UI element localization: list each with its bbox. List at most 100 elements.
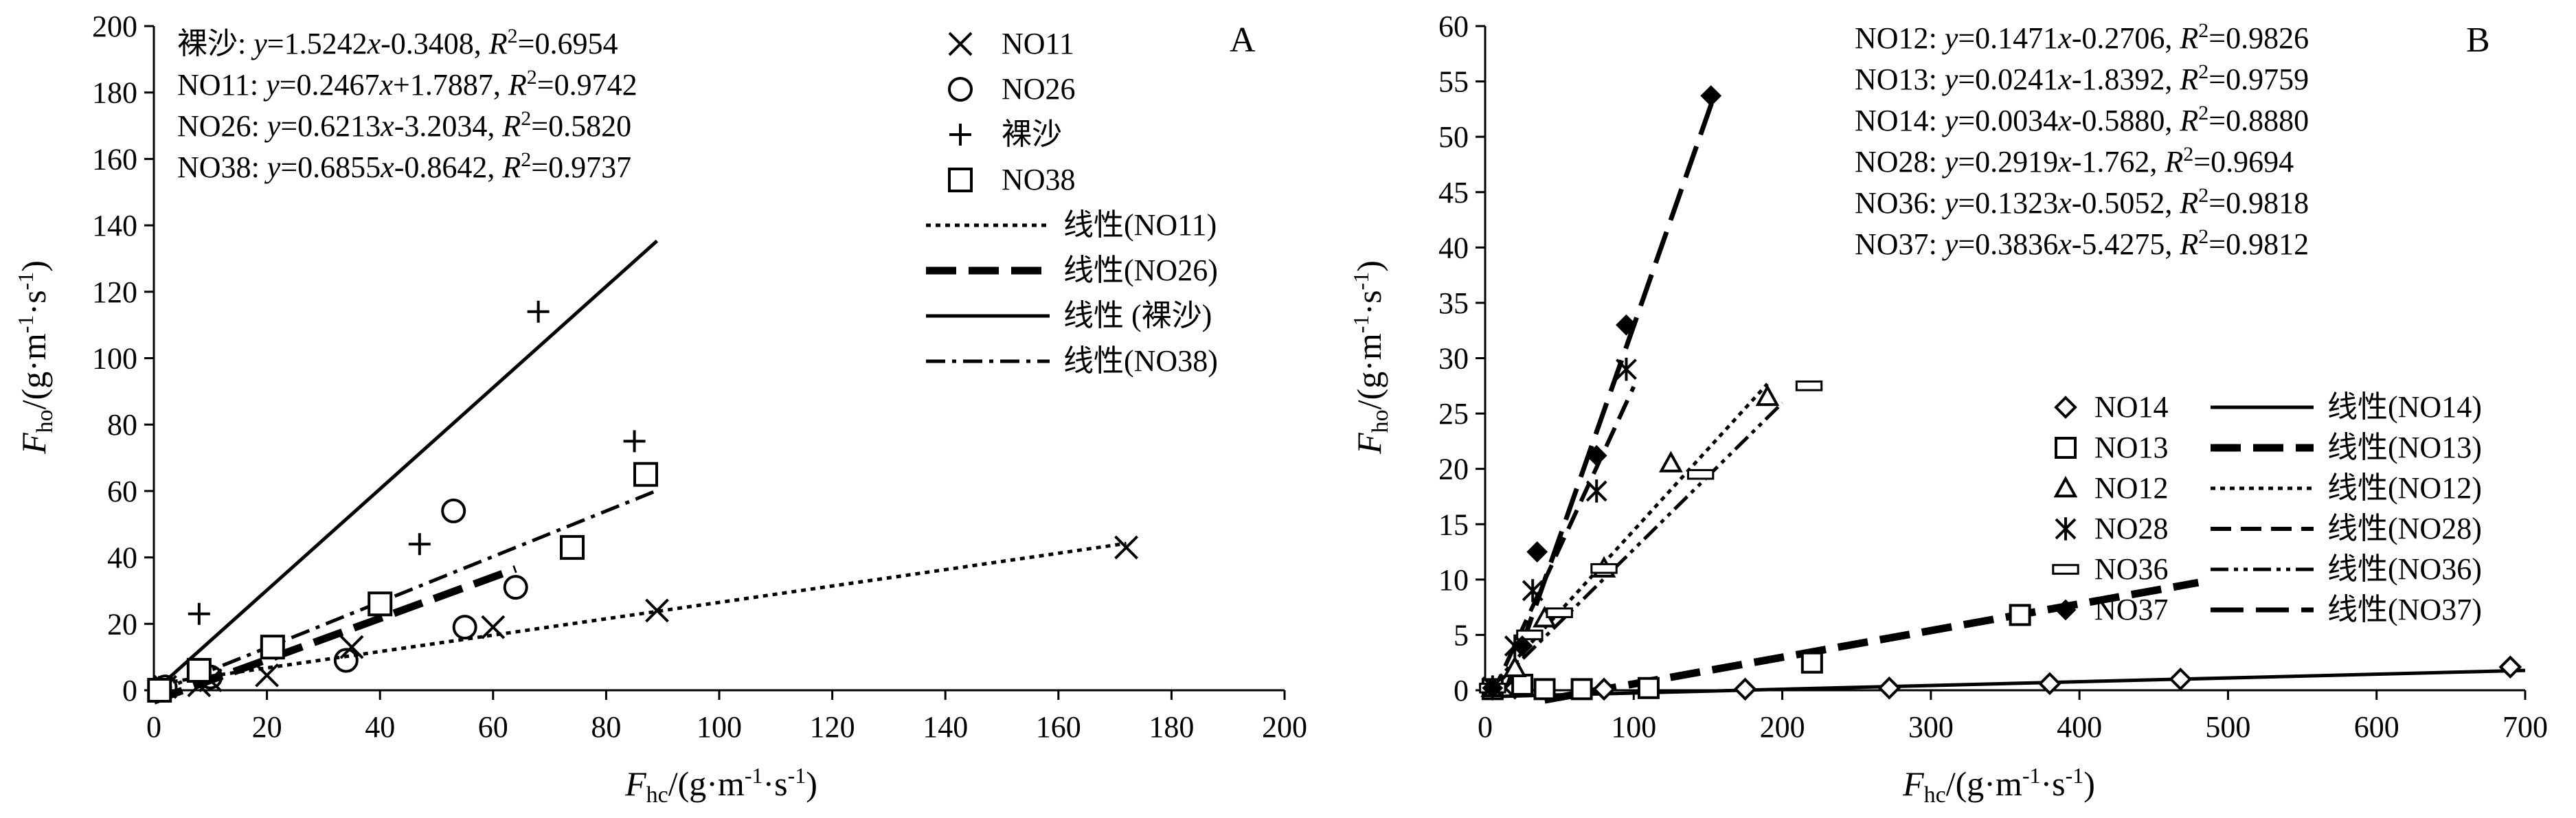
legend-label: NO14 xyxy=(2094,390,2169,424)
legend-label: 裸沙 xyxy=(1002,117,1062,151)
x-tick-label: 700 xyxy=(2502,710,2548,744)
data-point xyxy=(1686,468,1715,480)
legend-label: NO28 xyxy=(2094,512,2169,545)
equation-NO37: NO37: y=0.3836x-5.4275, R2=0.9812 xyxy=(1855,225,2309,261)
equation-NO36: NO36: y=0.1323x-0.5052, R2=0.9818 xyxy=(1855,184,2309,220)
data-point xyxy=(623,430,646,453)
x-tick-label: 500 xyxy=(2205,710,2250,744)
data-point xyxy=(260,635,285,660)
legend-label: 线性(NO28) xyxy=(2327,512,2482,545)
y-tick-label: 180 xyxy=(92,76,137,110)
data-point xyxy=(2498,655,2522,679)
legend-marker xyxy=(948,168,973,192)
series-裸沙 xyxy=(148,300,646,698)
data-point xyxy=(255,663,280,688)
data-point xyxy=(1637,677,1660,699)
legend-marker xyxy=(949,124,971,146)
legend-label: NO12 xyxy=(2094,471,2169,505)
data-point xyxy=(188,602,210,625)
x-tick-label: 100 xyxy=(697,710,742,744)
data-point xyxy=(408,533,431,556)
equation-NO26: NO26: y=0.6213x-3.2034, R2=0.5820 xyxy=(177,107,631,143)
legend-label: 线性(NO36) xyxy=(2327,552,2482,586)
data-point xyxy=(1658,451,1683,473)
data-point xyxy=(368,591,393,617)
legend-label: NO13 xyxy=(2094,431,2169,464)
x-tick-label: 600 xyxy=(2354,710,2399,744)
data-point xyxy=(633,462,659,487)
y-tick-label: 25 xyxy=(1438,397,1469,431)
trendline-0 xyxy=(153,541,1127,686)
y-axis-label: Fho/(g·m-1·s-1) xyxy=(1348,260,1393,455)
x-tick-label: 200 xyxy=(1262,710,1307,744)
x-tick-label: 180 xyxy=(1149,710,1194,744)
data-point xyxy=(452,615,477,640)
data-point xyxy=(1616,357,1637,381)
equation-NO12: NO12: y=0.1471x-0.2706, R2=0.9826 xyxy=(1855,19,2309,55)
y-tick-label: 200 xyxy=(92,10,137,43)
x-tick-label: 300 xyxy=(1908,710,1954,744)
legend-label: 线性(NO37) xyxy=(2327,593,2482,626)
legend-marker xyxy=(2055,437,2077,459)
legend-marker xyxy=(2055,599,2077,621)
y-tick-label: 120 xyxy=(92,275,137,309)
y-tick-label: 30 xyxy=(1438,342,1469,376)
data-point xyxy=(1522,579,1544,602)
x-tick-label: 400 xyxy=(2057,710,2102,744)
panel-label: B xyxy=(2466,21,2490,60)
data-point xyxy=(1795,380,1823,391)
y-tick-label: 60 xyxy=(1438,10,1469,43)
data-point xyxy=(527,300,550,323)
y-tick-label: 55 xyxy=(1438,65,1469,99)
trendline-2 xyxy=(152,239,659,693)
legend-label: NO11 xyxy=(1002,27,1074,60)
data-point xyxy=(1590,563,1618,574)
data-point xyxy=(1502,655,1527,677)
legend-marker xyxy=(948,77,973,102)
legend-label: 线性(NO14) xyxy=(2327,390,2482,424)
legend-label: NO36 xyxy=(2094,552,2169,586)
data-point xyxy=(1511,635,1533,657)
data-point xyxy=(1511,673,1534,696)
data-point xyxy=(186,657,212,683)
y-tick-label: 5 xyxy=(1454,618,1469,652)
y-axis-label: Fho/(g·m-1·s-1) xyxy=(13,260,58,455)
trendline-4 xyxy=(1491,401,1784,690)
y-tick-label: 15 xyxy=(1438,508,1469,541)
data-point xyxy=(1585,479,1607,503)
series-NO37 xyxy=(1482,85,1722,699)
legend-marker xyxy=(2053,475,2078,498)
x-tick-label: 60 xyxy=(478,710,508,744)
data-point xyxy=(1733,677,1757,701)
data-point xyxy=(1877,676,1901,700)
y-tick-label: 40 xyxy=(107,541,137,575)
legend: NO14 线性(NO14) NO13 线性(NO13) NO12 线性(NO12) NO28… xyxy=(2052,390,2482,626)
data-point xyxy=(333,648,359,673)
data-point xyxy=(1114,535,1138,560)
y-tick-label: 140 xyxy=(92,209,137,242)
legend-label: NO38 xyxy=(1002,163,1076,196)
equation-裸沙: 裸沙: y=1.5242x-0.3408, R2=0.6954 xyxy=(177,25,618,60)
data-point xyxy=(1700,85,1722,106)
legend-label: 线性(NO13) xyxy=(2327,431,2482,464)
x-tick-label: 40 xyxy=(365,710,395,744)
x-tick-label: 80 xyxy=(591,710,621,744)
data-point xyxy=(1755,384,1780,407)
x-tick-label: 120 xyxy=(810,710,855,744)
data-point xyxy=(1570,678,1593,701)
equation-NO13: NO13: y=0.0241x-1.8392, R2=0.9759 xyxy=(1855,60,2309,96)
legend-label: 线性(NO12) xyxy=(2327,471,2482,505)
legend-marker xyxy=(2052,564,2079,575)
legend-label: 线性(NO38) xyxy=(1063,344,1218,378)
equation-NO11: NO11: y=0.2467x+1.7887, R2=0.9742 xyxy=(177,66,637,102)
data-point xyxy=(1526,541,1548,563)
y-tick-label: 40 xyxy=(1438,231,1469,264)
x-axis-label: Fhc/(g·m-1·s-1) xyxy=(624,763,817,808)
x-tick-label: 160 xyxy=(1036,710,1081,744)
x-tick-label: 0 xyxy=(146,710,161,744)
x-tick-label: 0 xyxy=(1478,710,1493,744)
trendline-3 xyxy=(1491,385,1636,695)
legend-label: 线性 (裸沙) xyxy=(1063,299,1212,332)
data-point xyxy=(2038,672,2061,696)
y-tick-label: 80 xyxy=(107,408,137,442)
